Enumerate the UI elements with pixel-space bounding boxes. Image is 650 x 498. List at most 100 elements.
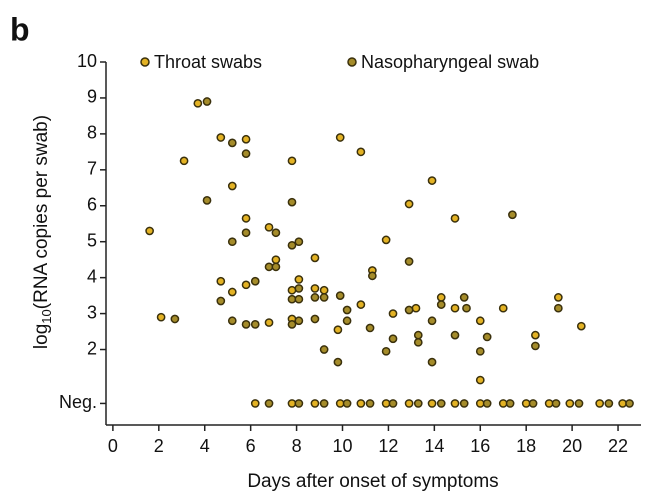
data-point: [156, 312, 166, 322]
data-point: [264, 262, 274, 272]
data-point: [310, 284, 320, 293]
data-point: [625, 399, 634, 408]
data-point: [427, 399, 437, 408]
data-point: [227, 237, 237, 247]
data-point: [271, 262, 281, 272]
data-point: [294, 237, 304, 247]
data-point: [498, 303, 508, 313]
data-point: [413, 337, 423, 347]
data-point: [413, 330, 423, 340]
data-point: [294, 294, 304, 304]
data-point: [459, 293, 469, 302]
data-point: [475, 375, 485, 385]
data-point: [368, 271, 377, 281]
y-tick-label: 5: [87, 230, 97, 250]
data-point: [531, 341, 540, 351]
y-tick-label: 3: [87, 302, 97, 322]
y-tick-label: 10: [77, 51, 97, 71]
data-point: [553, 303, 563, 313]
data-point: [528, 399, 538, 408]
x-tick-label: 14: [424, 436, 444, 456]
data-point: [475, 399, 485, 408]
data-point: [241, 320, 251, 329]
y-tick-label: 4: [87, 266, 97, 286]
data-point: [227, 316, 237, 326]
data-point: [319, 285, 329, 295]
data-point: [145, 226, 154, 236]
x-tick-label: 10: [332, 436, 352, 456]
data-point: [264, 399, 274, 408]
data-point: [241, 228, 251, 238]
data-point: [365, 399, 375, 408]
data-point: [342, 316, 352, 326]
data-point: [356, 300, 366, 309]
x-tick-label: 22: [608, 436, 628, 456]
data-point: [365, 323, 375, 333]
data-point: [179, 156, 189, 166]
data-point: [294, 399, 304, 408]
legend-marker: [140, 57, 150, 67]
data-point: [333, 325, 343, 335]
data-point: [388, 334, 398, 344]
data-point: [404, 305, 414, 315]
data-point: [294, 316, 304, 326]
data-point: [604, 399, 614, 408]
data-point: [521, 399, 531, 408]
data-point: [450, 330, 460, 340]
legend-label: Nasopharyngeal swab: [361, 52, 539, 72]
data-point: [227, 138, 237, 148]
data-point: [574, 399, 584, 408]
data-point: [264, 222, 274, 232]
x-tick-label: 12: [378, 436, 398, 456]
data-point: [381, 399, 391, 408]
data-point: [498, 399, 508, 408]
y-tick-label: 8: [87, 123, 97, 143]
data-point: [294, 284, 304, 293]
y-tick-label: 6: [87, 195, 97, 215]
data-point: [310, 399, 320, 408]
data-point: [287, 320, 297, 329]
data-point: [287, 294, 297, 304]
data-point: [241, 134, 251, 144]
data-point: [264, 318, 274, 327]
data-point: [335, 399, 345, 408]
y-tick-label: 7: [87, 159, 97, 179]
x-tick-label: 16: [470, 436, 490, 456]
data-point: [450, 399, 460, 408]
data-point: [241, 213, 251, 223]
data-point: [475, 346, 485, 356]
x-tick-label: 6: [246, 436, 256, 456]
data-point: [436, 399, 446, 408]
y-label-log: log: [31, 324, 52, 349]
data-point: [576, 321, 586, 331]
data-point: [287, 240, 297, 250]
data-point: [356, 147, 366, 157]
data-point: [427, 316, 437, 326]
y-tick-label: 9: [87, 87, 97, 107]
data-point: [216, 133, 226, 142]
data-point: [287, 399, 297, 408]
data-point: [551, 399, 561, 408]
data-point: [216, 276, 226, 286]
data-point: [450, 303, 460, 313]
data-point: [388, 309, 398, 318]
data-point: [482, 399, 492, 408]
x-tick-label: 4: [200, 436, 210, 456]
data-point: [356, 399, 366, 408]
y-tick-label: 2: [87, 338, 97, 358]
y-axis-label: log10(RNA copies per swab): [31, 115, 54, 349]
data-point: [287, 197, 297, 207]
data-point: [287, 156, 297, 166]
data-point: [381, 235, 391, 245]
data-point: [427, 176, 437, 185]
data-point: [310, 293, 320, 302]
data-point: [508, 210, 517, 220]
data-point: [241, 280, 251, 290]
data-point: [319, 399, 329, 408]
data-point: [413, 399, 423, 408]
data-point: [241, 149, 251, 158]
x-tick-label: 8: [292, 436, 302, 456]
data-point: [250, 276, 260, 286]
data-point: [595, 399, 605, 408]
